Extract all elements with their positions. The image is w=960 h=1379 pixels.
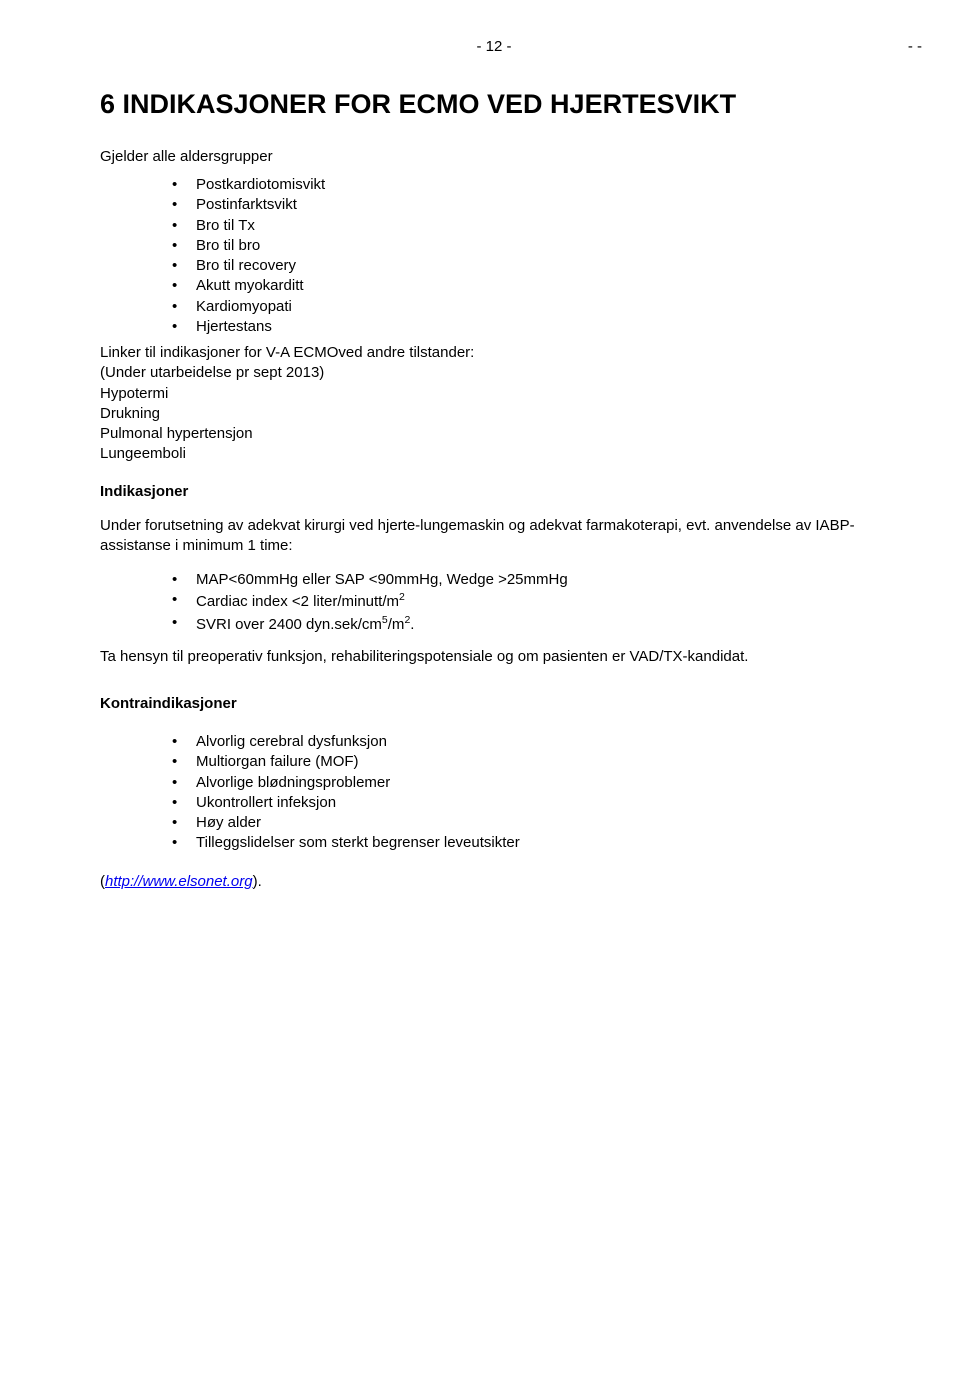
list-item: Ukontrollert infeksjon — [172, 793, 888, 813]
text-fragment: Cardiac index <2 liter/minutt/m — [196, 593, 399, 610]
indikasjoner-label: Indikasjoner — [100, 483, 888, 500]
text-fragment: . — [410, 616, 414, 633]
list-item: Tilleggslidelser som sterkt begrenser le… — [172, 833, 888, 853]
subheading: Gjelder alle aldersgrupper — [100, 148, 888, 165]
indikasjoner-bullets: MAP<60mmHg eller SAP <90mmHg, Wedge >25m… — [100, 570, 888, 635]
link-item: Lungeemboli — [100, 444, 888, 464]
list-item: SVRI over 2400 dyn.sek/cm5/m2. — [172, 613, 888, 635]
text-fragment: /m — [388, 616, 405, 633]
list-item: Alvorlig cerebral dysfunksjon — [172, 732, 888, 752]
document-title: 6 INDIKASJONER FOR ECMO VED HJERTESVIKT — [100, 89, 888, 120]
list-item: Cardiac index <2 liter/minutt/m2 — [172, 590, 888, 612]
list-item: Hjertestans — [172, 317, 888, 337]
paren-close: ). — [253, 873, 262, 890]
superscript: 2 — [399, 591, 405, 603]
link-intro-line1: Linker til indikasjoner for V-A ECMOved … — [100, 343, 888, 363]
list-item: Høy alder — [172, 813, 888, 833]
link-item: Drukning — [100, 404, 888, 424]
link-item: Pulmonal hypertensjon — [100, 424, 888, 444]
page-number-right: - - — [908, 38, 922, 55]
page-number-center: - 12 - — [476, 38, 511, 55]
list-item: Kardiomyopati — [172, 297, 888, 317]
document-page: - 12 - - - 6 INDIKASJONER FOR ECMO VED H… — [0, 0, 960, 966]
text-fragment: SVRI over 2400 dyn.sek/cm — [196, 616, 382, 633]
kontra-bullets: Alvorlig cerebral dysfunksjon Multiorgan… — [100, 732, 888, 854]
list-item: Akutt myokarditt — [172, 276, 888, 296]
page-header: - 12 - - - — [100, 38, 888, 55]
indikasjoner-lead: Under forutsetning av adekvat kirurgi ve… — [100, 516, 888, 557]
indikasjoner-closing: Ta hensyn til preoperativ funksjon, reha… — [100, 647, 888, 667]
list-item: Alvorlige blødningsproblemer — [172, 773, 888, 793]
link-block: Linker til indikasjoner for V-A ECMOved … — [100, 343, 888, 465]
link-item: Hypotermi — [100, 384, 888, 404]
list-item: Bro til bro — [172, 236, 888, 256]
kontra-label: Kontraindikasjoner — [100, 695, 888, 712]
external-link[interactable]: http://www.elsonet.org — [105, 873, 253, 890]
list-item: Bro til Tx — [172, 216, 888, 236]
footer-link-line: (http://www.elsonet.org). — [100, 872, 888, 892]
list-item: Postkardiotomisvikt — [172, 175, 888, 195]
list-item: Bro til recovery — [172, 256, 888, 276]
list-item: Postinfarktsvikt — [172, 195, 888, 215]
list-item: MAP<60mmHg eller SAP <90mmHg, Wedge >25m… — [172, 570, 888, 590]
link-intro-line2: (Under utarbeidelse pr sept 2013) — [100, 363, 888, 383]
indications-list: Postkardiotomisvikt Postinfarktsvikt Bro… — [100, 175, 888, 337]
list-item: Multiorgan failure (MOF) — [172, 752, 888, 772]
